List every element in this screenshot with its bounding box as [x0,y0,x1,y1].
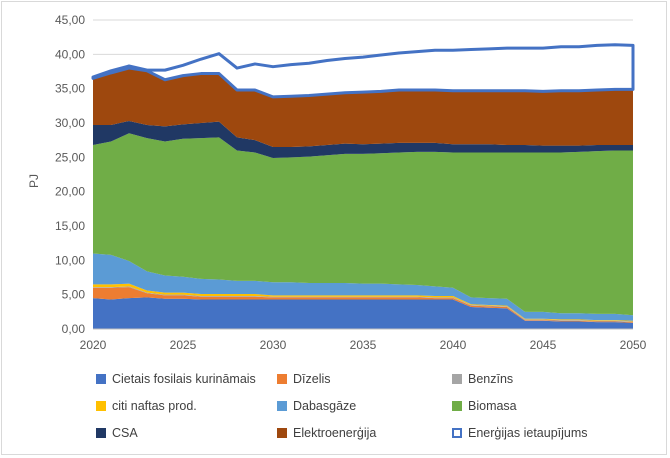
x-tick-label: 2020 [80,338,107,352]
area-series [91,43,635,329]
legend-swatch [96,428,106,438]
y-tick-label: 25,00 [55,150,85,164]
legend-item-csa: CSA [96,426,138,440]
x-tick-label: 2035 [350,338,377,352]
legend-label: Benzīns [468,372,513,386]
legend-item-citi-naftas-prod: citi naftas prod. [96,399,197,413]
legend-item-dabasgaze: Dabasgāze [277,399,356,413]
legend-swatch [277,428,287,438]
legend-item-biomasa: Biomasa [452,399,517,413]
y-tick-label: 30,00 [55,116,85,130]
legend-label: CSA [112,426,138,440]
legend-label: Dabasgāze [293,399,356,413]
y-tick-label: 15,00 [55,219,85,233]
area-csa [93,120,633,159]
legend-label: Elektroenerģija [293,426,376,440]
y-tick-label: 0,00 [62,322,86,336]
x-tick-label: 2025 [170,338,197,352]
area-dabasgaze [93,253,633,321]
y-tick-label: 35,00 [55,82,85,96]
y-tick-label: 40,00 [55,47,85,61]
legend-swatch [96,374,106,384]
x-tick-label: 2040 [440,338,467,352]
legend-item-energijas-ietaupijums: Enerģijas ietaupījums [452,426,588,440]
legend-label: Enerģijas ietaupījums [468,426,588,440]
legend-swatch [277,374,287,384]
x-tick-labels: 2020 2025 2030 2035 2040 2045 2050 [80,338,647,352]
legend-label: citi naftas prod. [112,399,197,413]
legend-swatch [452,401,462,411]
legend-item-benzins: Benzīns [452,372,513,386]
legend-swatch [96,401,106,411]
legend-swatch [452,428,462,438]
legend-swatch [452,374,462,384]
area-biomasa [93,133,633,316]
x-tick-label: 2030 [260,338,287,352]
legend-label: Dīzelis [293,372,331,386]
x-tick-label: 2050 [620,338,647,352]
y-axis-label: PJ [27,174,41,188]
legend-item-dizelis: Dīzelis [277,372,331,386]
area-energijas-ietaupijums [91,43,635,99]
area-elektroenergija [93,68,633,148]
x-tick-label: 2045 [530,338,557,352]
legend-label: Biomasa [468,399,517,413]
legend-item-cietais-fosilais-kurinamais: Cietais fosilais kurināmais [96,372,256,386]
y-tick-labels: 0,00 5,00 10,00 15,00 20,00 25,00 30,00 35,00 40… [55,13,85,336]
legend-label: Cietais fosilais kurināmais [112,372,256,386]
y-tick-label: 45,00 [55,13,85,27]
y-tick-label: 20,00 [55,185,85,199]
legend-swatch [277,401,287,411]
legend: Cietais fosilais kurināmais Dīzelis Benzīn… [96,372,588,440]
legend-item-elektroenergija: Elektroenerģija [277,426,376,440]
y-tick-label: 10,00 [55,253,85,267]
y-tick-label: 5,00 [62,288,86,302]
area-cietais-fosilais-kurinamais [93,297,633,329]
